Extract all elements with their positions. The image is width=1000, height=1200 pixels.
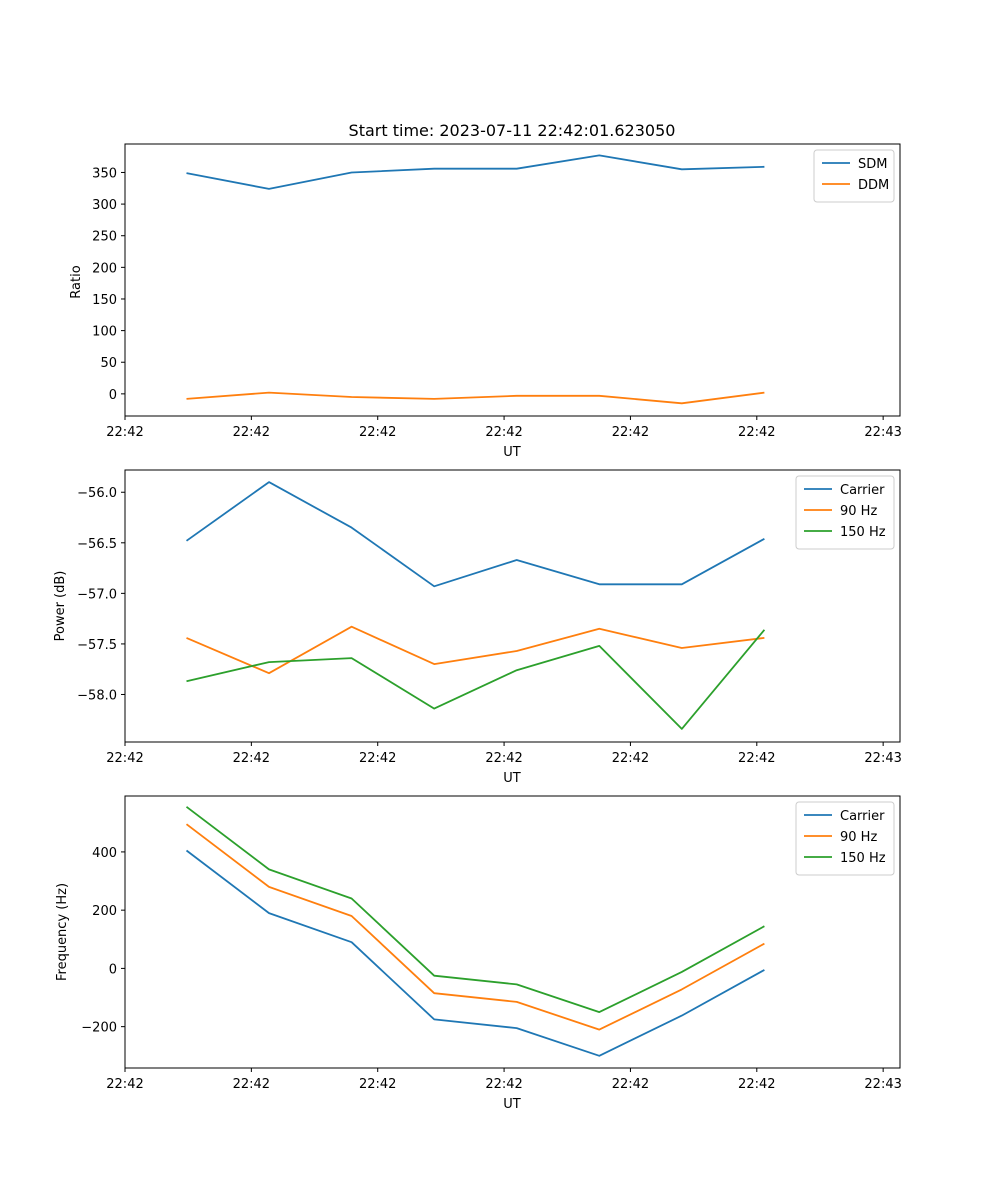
ratio-legend-label-sdm: SDM — [858, 157, 887, 172]
ratio-y-tick-label: 50 — [100, 356, 117, 371]
ratio-x-tick-label: 22:42 — [738, 425, 775, 440]
power-x-tick-label: 22:42 — [485, 751, 522, 766]
frequency-legend: Carrier 90 Hz 150 Hz — [795, 801, 895, 876]
ratio-legend: SDM DDM — [813, 149, 895, 203]
power-series-line-150-hz — [186, 629, 766, 730]
ratio-y-tick-label: 0 — [109, 388, 117, 403]
ratio-y-tick-label: 250 — [92, 230, 117, 245]
frequency-y-tick-label: 400 — [92, 846, 117, 861]
ratio-y-tick-label: 100 — [92, 325, 117, 340]
figure-title: Start time: 2023-07-11 22:42:01.623050 — [349, 121, 676, 140]
ratio-y-tick-label: 300 — [92, 198, 117, 213]
power-x-tick-label: 22:42 — [106, 751, 143, 766]
frequency-x-tick-label: 22:42 — [359, 1077, 396, 1092]
power-y-tick-label: −58.0 — [77, 688, 117, 703]
frequency-x-tick-label: 22:42 — [738, 1077, 775, 1092]
frequency-panel: Frequency (Hz) UT 22:42 22:42 22:42 22:42 22… — [55, 795, 902, 1112]
power-ylabel: Power (dB) — [53, 571, 68, 642]
power-panel: Power (dB) UT 22:42 22:42 22:42 22:42 22:42 2… — [53, 469, 902, 786]
frequency-series-line-150-hz — [185, 806, 765, 1013]
frequency-x-tick-label: 22:43 — [864, 1077, 901, 1092]
ratio-legend-label-ddm: DDM — [858, 178, 889, 193]
frequency-y-tick-label: 0 — [109, 962, 117, 977]
ratio-axes-frame — [124, 143, 901, 417]
ratio-x-tick-label: 22:42 — [359, 425, 396, 440]
frequency-axes-frame — [124, 795, 901, 1069]
frequency-x-tick-label: 22:42 — [612, 1077, 649, 1092]
power-y-tick-label: −57.5 — [77, 638, 117, 653]
ratio-xlabel: UT — [503, 445, 521, 460]
frequency-series-line-carrier — [185, 849, 765, 1057]
power-series-line-90-hz — [186, 625, 765, 675]
power-y-tick-label: −57.0 — [77, 587, 117, 602]
frequency-x-tick-label: 22:42 — [106, 1077, 143, 1092]
ratio-series-line-sdm — [186, 154, 765, 190]
power-x-tick-label: 22:42 — [233, 751, 270, 766]
power-x-tick-label: 22:42 — [612, 751, 649, 766]
frequency-legend-label-carrier: Carrier — [840, 809, 885, 824]
ratio-x-tick-label: 22:43 — [864, 425, 901, 440]
ratio-x-tick-label: 22:42 — [485, 425, 522, 440]
ratio-x-tick-label: 22:42 — [612, 425, 649, 440]
frequency-legend-label-90-hz: 90 Hz — [840, 830, 877, 845]
frequency-series-line-90-hz — [185, 823, 765, 1031]
frequency-x-tick-label: 22:42 — [233, 1077, 270, 1092]
ratio-y-tick-label: 200 — [92, 261, 117, 276]
power-legend-label-carrier: Carrier — [840, 483, 885, 498]
power-legend: Carrier 90 Hz 150 Hz — [795, 475, 895, 550]
power-x-tick-label: 22:42 — [359, 751, 396, 766]
frequency-ylabel: Frequency (Hz) — [55, 883, 70, 981]
ratio-y-tick-label: 350 — [92, 166, 117, 181]
power-y-tick-label: −56.0 — [77, 486, 117, 501]
power-xlabel: UT — [503, 771, 521, 786]
frequency-y-tick-label: 200 — [92, 904, 117, 919]
ratio-x-tick-label: 22:42 — [233, 425, 270, 440]
frequency-xlabel: UT — [503, 1097, 521, 1112]
power-legend-label-150-hz: 150 Hz — [840, 525, 886, 540]
power-x-tick-label: 22:42 — [738, 751, 775, 766]
power-x-tick-label: 22:43 — [864, 751, 901, 766]
power-series-line-carrier — [185, 481, 765, 588]
frequency-y-tick-label: −200 — [81, 1021, 117, 1036]
power-y-tick-label: −56.5 — [77, 537, 117, 552]
ratio-panel: Ratio UT 22:42 22:42 22:42 22:42 22:42 22:42 2… — [69, 143, 902, 460]
power-legend-label-90-hz: 90 Hz — [840, 504, 877, 519]
frequency-x-tick-label: 22:42 — [485, 1077, 522, 1092]
frequency-legend-label-150-hz: 150 Hz — [840, 851, 886, 866]
ratio-series-line-ddm — [186, 391, 765, 405]
ratio-ylabel: Ratio — [69, 265, 84, 298]
ratio-x-tick-label: 22:42 — [106, 425, 143, 440]
ratio-y-tick-label: 150 — [92, 293, 117, 308]
power-axes-frame — [124, 469, 901, 743]
